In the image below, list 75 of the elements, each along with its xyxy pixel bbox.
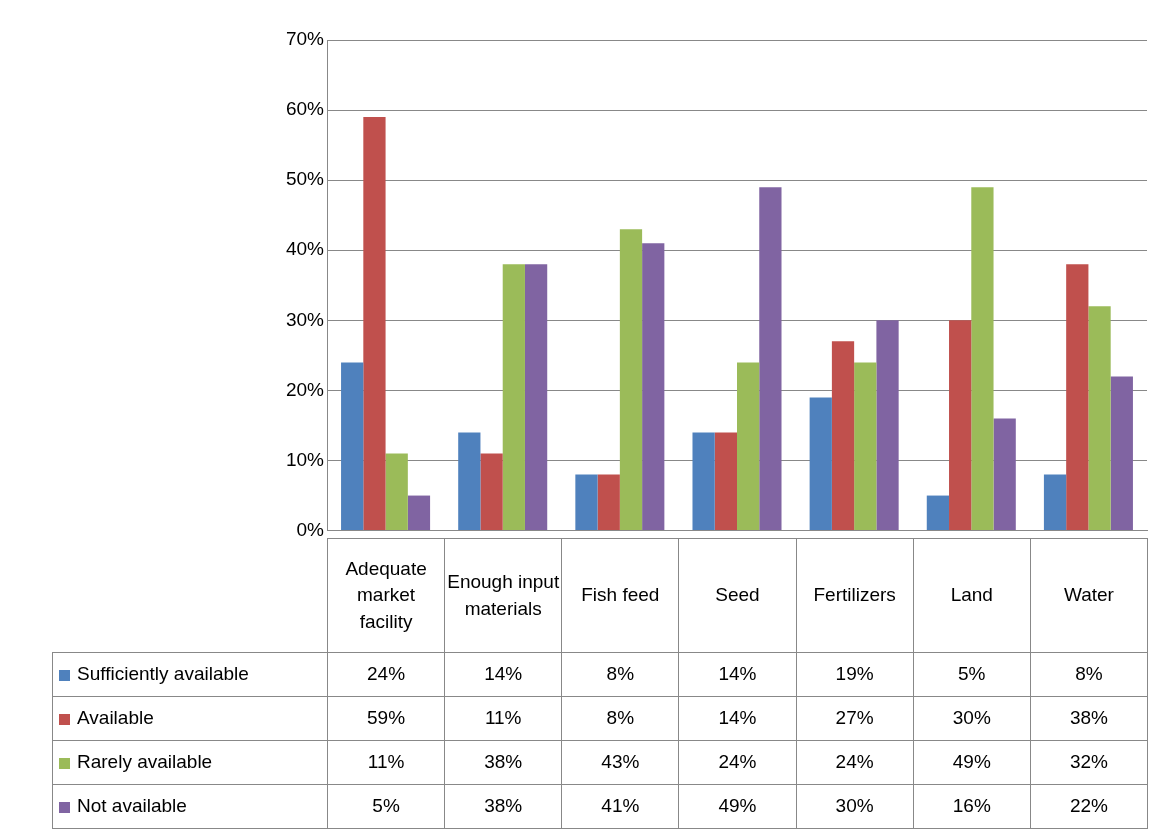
data-label: 8% (561, 696, 679, 741)
y-tick-label: 20% (285, 378, 325, 400)
x-tick-label: Fish feed (561, 538, 679, 653)
legend-label: Not available (52, 784, 328, 829)
bar (1088, 306, 1111, 531)
bar (575, 474, 598, 531)
data-label: 41% (561, 784, 679, 829)
bar (524, 264, 548, 531)
bar (1110, 376, 1133, 531)
y-tick-label: 60% (285, 98, 325, 120)
data-label: 30% (913, 696, 1031, 741)
bar (737, 362, 760, 531)
x-tick-label: Seed (678, 538, 797, 653)
data-label: 14% (678, 696, 797, 741)
x-tick-label: Land (913, 538, 1031, 653)
bar (926, 495, 950, 531)
bar (809, 397, 832, 531)
data-label: 8% (1030, 652, 1148, 697)
data-label: 24% (678, 740, 797, 785)
bar (363, 117, 386, 531)
data-label: 59% (327, 696, 445, 741)
y-tick-label: 50% (285, 168, 325, 190)
bar (597, 474, 620, 531)
x-tick-label: Adequate market facility (327, 538, 445, 653)
y-tick-label: 0% (296, 518, 325, 540)
data-label: 22% (1030, 784, 1148, 829)
bar (1043, 474, 1067, 531)
data-label: 5% (913, 652, 1031, 697)
bar (949, 320, 972, 531)
legend-label: Available (52, 696, 328, 741)
bar (502, 264, 525, 531)
bar (971, 187, 994, 531)
bar (385, 453, 408, 531)
bar (714, 432, 737, 531)
x-tick-label: Water (1030, 538, 1148, 653)
data-label: 38% (444, 784, 562, 829)
bar (1066, 264, 1089, 531)
data-label: 27% (796, 696, 914, 741)
bar (341, 362, 364, 531)
y-tick-label: 10% (285, 448, 325, 470)
bar (619, 229, 643, 531)
legend-label: Sufficiently available (52, 652, 328, 697)
legend-label: Rarely available (52, 740, 328, 785)
bar (692, 432, 715, 531)
bar (480, 453, 503, 531)
y-tick-label: 30% (285, 308, 325, 330)
bar (458, 432, 481, 531)
y-tick-label: 40% (285, 238, 325, 260)
data-label: 14% (444, 652, 562, 697)
bar (642, 243, 665, 531)
bar (993, 418, 1016, 531)
data-label: 11% (327, 740, 445, 785)
bar (854, 362, 877, 531)
data-label: 11% (444, 696, 562, 741)
bar (759, 187, 782, 531)
data-label: 8% (561, 652, 679, 697)
x-tick-label: Fertilizers (796, 538, 914, 653)
x-tick-label: Enough input materials (444, 538, 562, 653)
y-tick-label: 70% (285, 28, 325, 50)
data-label: 49% (913, 740, 1031, 785)
data-label: 30% (796, 784, 914, 829)
data-label: 49% (678, 784, 797, 829)
data-label: 43% (561, 740, 679, 785)
data-label: 24% (327, 652, 445, 697)
bar (876, 320, 899, 531)
data-label: 16% (913, 784, 1031, 829)
data-label: 24% (796, 740, 914, 785)
data-label: 38% (1030, 696, 1148, 741)
bar (831, 341, 855, 531)
bar (407, 495, 431, 531)
data-label: 32% (1030, 740, 1148, 785)
data-label: 38% (444, 740, 562, 785)
data-label: 5% (327, 784, 445, 829)
data-label: 14% (678, 652, 797, 697)
data-label: 19% (796, 652, 914, 697)
